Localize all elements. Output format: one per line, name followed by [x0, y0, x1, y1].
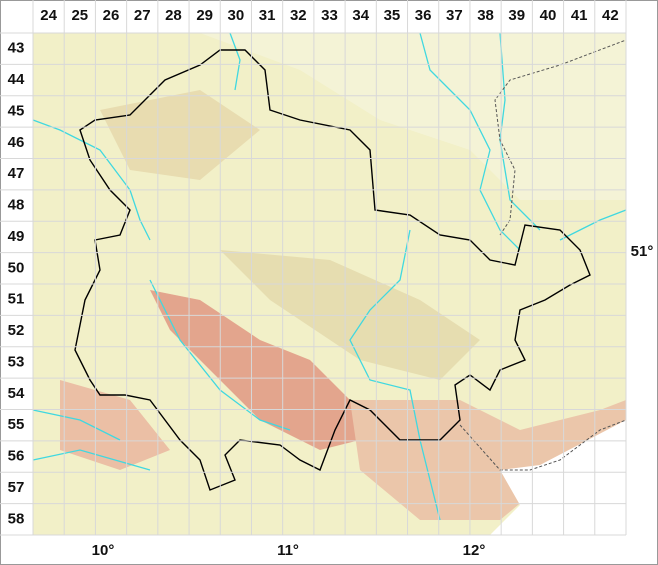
- column-label: 38: [477, 7, 494, 24]
- row-label: 57: [8, 479, 25, 496]
- row-label: 58: [8, 510, 25, 527]
- row-label: 45: [8, 102, 25, 119]
- column-label: 39: [508, 7, 525, 24]
- river: [32, 119, 151, 241]
- labels: 24 25 26 27 28 29 30 31 32 33 34 35 36 37 38 39 40 41 42 43…: [8, 7, 654, 559]
- column-label: 24: [40, 7, 57, 24]
- river: [419, 32, 521, 251]
- column-label: 37: [446, 7, 463, 24]
- lowland: [33, 33, 626, 200]
- longitude-label: 10°: [92, 542, 115, 559]
- longitude-label: 11°: [277, 542, 299, 559]
- column-label: 31: [259, 7, 276, 24]
- row-label: 55: [8, 416, 25, 433]
- column-label: 27: [134, 7, 151, 24]
- map-area: [32, 32, 627, 535]
- column-label: 41: [571, 7, 588, 24]
- column-label: 30: [228, 7, 245, 24]
- row-label: 48: [8, 197, 25, 214]
- row-label: 49: [8, 228, 25, 245]
- highland: [350, 400, 626, 520]
- column-label: 29: [196, 7, 213, 24]
- district-border: [494, 39, 627, 236]
- column-label: 26: [103, 7, 120, 24]
- river: [349, 229, 441, 521]
- column-label: 40: [540, 7, 557, 24]
- river: [32, 409, 121, 441]
- row-label: 53: [8, 353, 25, 370]
- row-label: 54: [8, 385, 25, 402]
- column-label: 32: [290, 7, 307, 24]
- highland: [60, 380, 170, 470]
- row-label: 56: [8, 448, 25, 465]
- column-label: 42: [602, 7, 619, 24]
- column-label: 28: [165, 7, 182, 24]
- row-label: 47: [8, 165, 25, 182]
- longitude-label: 12°: [463, 542, 486, 559]
- row-label: 52: [8, 322, 25, 339]
- column-label: 36: [415, 7, 432, 24]
- column-label: 25: [71, 7, 88, 24]
- row-label: 43: [8, 40, 25, 57]
- column-label: 35: [384, 7, 401, 24]
- row-label: 46: [8, 134, 25, 151]
- column-label: 34: [352, 7, 369, 24]
- latitude-label: 51°: [631, 243, 654, 260]
- row-label: 51: [8, 291, 25, 308]
- row-label: 50: [8, 259, 25, 276]
- column-label: 33: [321, 7, 338, 24]
- river: [229, 32, 241, 91]
- grid: [0, 0, 627, 536]
- no-data: [490, 420, 626, 535]
- rivers: [32, 32, 627, 521]
- river: [559, 209, 627, 241]
- district-border: [459, 419, 627, 471]
- row-label: 44: [8, 71, 25, 88]
